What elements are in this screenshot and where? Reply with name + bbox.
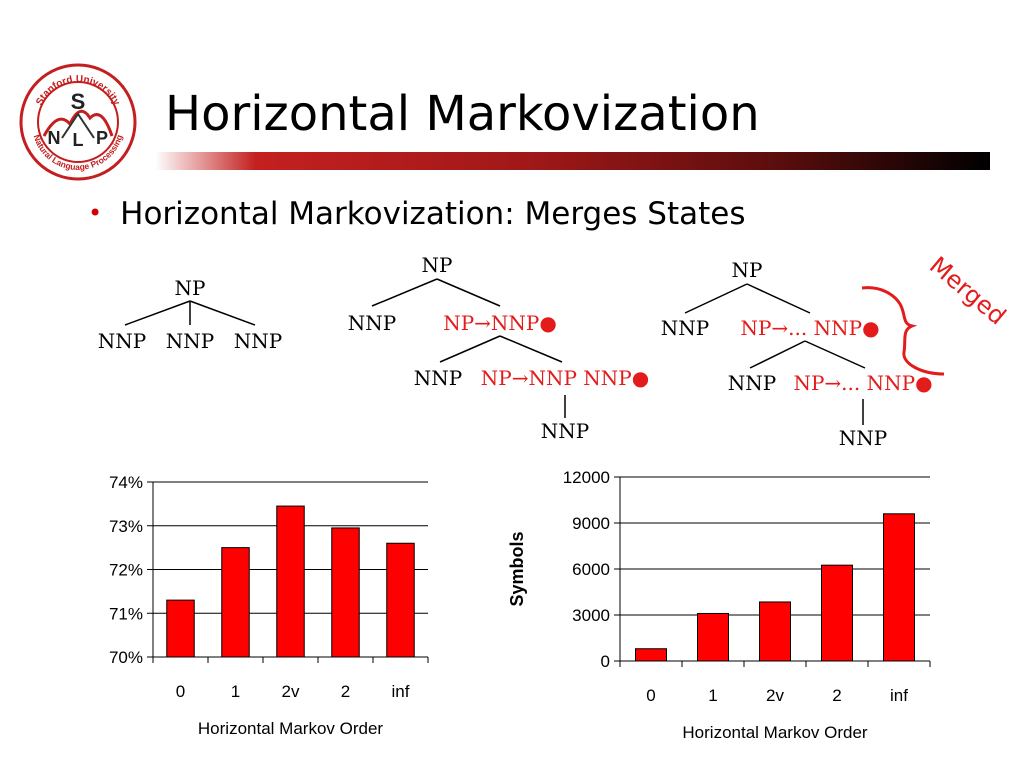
symbols-bar	[635, 648, 667, 662]
bullet-text: Horizontal Markovization: Merges States	[120, 196, 746, 232]
symbols-bar	[697, 612, 729, 662]
symbols-bar	[821, 564, 853, 662]
logo-letter-n: N	[48, 128, 61, 148]
parse-tree-binarized: NP NNP NP→NNP● NNP NP→NNP NNP● NNP	[348, 253, 649, 443]
logo-letter-l: L	[73, 130, 84, 150]
tree3-l2-right: NP→... NNP●	[793, 371, 932, 395]
slide-title: Horizontal Markovization	[165, 86, 760, 142]
tree3-edge-1	[684, 283, 748, 314]
logo-letter-s: S	[71, 89, 86, 114]
tree2-l1-right: NP→NNP●	[443, 311, 557, 335]
logo-inner-ring	[37, 81, 119, 163]
tree3-l2-left: NNP	[728, 371, 776, 395]
merged-annotation: Merged	[861, 251, 1011, 376]
parse-tree-markovized: NP NNP NP→... NNP● NNP NP→... NNP● NNP	[661, 258, 933, 450]
tree3-l1-left: NNP	[661, 316, 709, 340]
tree2-l2-left: NNP	[414, 366, 462, 390]
tree3-edge-3	[749, 340, 806, 369]
tree1-root: NP	[175, 276, 206, 300]
symbols-x-tick-label: 2	[832, 686, 841, 705]
tree3-l3: NNP	[839, 426, 887, 450]
accuracy-bar	[331, 527, 360, 658]
symbols-y-tick-label: 6000	[572, 560, 610, 579]
accuracy-bar	[276, 505, 305, 658]
tree1-child-3: NNP	[234, 329, 282, 353]
tree2-edge-4	[499, 335, 563, 363]
symbols-y-tick-label: 9000	[572, 514, 610, 533]
tree2-l3: NNP	[541, 419, 589, 443]
tree3-edge-4	[804, 340, 866, 369]
symbols-bar-chart: 0 3000 6000 9000 12000 0 1 2v 2 inf Horizontal Mar…	[507, 468, 931, 742]
symbols-x-tick-label: 2v	[766, 686, 784, 705]
accuracy-x-tick-label: 2	[341, 682, 350, 701]
accuracy-y-tick-label: 71%	[109, 604, 143, 623]
accuracy-x-tick-label: inf	[392, 682, 410, 701]
bullet-item: • Horizontal Markovization: Merges States	[88, 196, 745, 232]
tree2-l1-left: NNP	[348, 311, 396, 335]
accuracy-bar	[386, 542, 415, 658]
symbols-y-tick-label: 12000	[563, 468, 610, 487]
symbols-bar	[759, 601, 791, 662]
logo-mountain-icon	[42, 109, 114, 137]
accuracy-x-axis-title: Horizontal Markov Order	[198, 719, 384, 738]
title-underline-bar	[155, 152, 990, 170]
logo-triangle-icon	[61, 112, 95, 139]
accuracy-y-tick-label: 70%	[109, 648, 143, 667]
symbols-x-tick-label: 0	[646, 686, 655, 705]
tree1-child-2: NNP	[166, 329, 214, 353]
merged-label: Merged	[924, 251, 1011, 330]
accuracy-x-tick-label: 0	[176, 682, 185, 701]
parse-tree-flat: NP NNP NNP NNP	[98, 276, 282, 353]
tree1-child-1: NNP	[98, 329, 146, 353]
symbols-x-axis-title: Horizontal Markov Order	[682, 723, 868, 742]
accuracy-y-tick-label: 74%	[109, 473, 143, 492]
tree2-l2-right: NP→NNP NNP●	[481, 366, 649, 390]
tree2-edge-1	[371, 278, 438, 307]
tree3-edge-2	[746, 283, 811, 314]
accuracy-x-tick-label: 1	[231, 682, 240, 701]
tree3-root: NP	[732, 258, 763, 282]
symbols-y-tick-label: 0	[601, 652, 610, 671]
accuracy-bar	[166, 599, 195, 658]
symbols-y-axis-title: Symbols	[507, 531, 527, 606]
tree2-root: NP	[422, 253, 453, 277]
stanford-nlp-logo: Stanford University Natural Language Pro…	[19, 63, 137, 181]
accuracy-x-tick-label: 2v	[282, 682, 300, 701]
accuracy-bar	[221, 547, 250, 658]
accuracy-y-tick-label: 72%	[109, 561, 143, 580]
tree3-l1-right: NP→... NNP●	[740, 316, 879, 340]
tree2-edge-2	[436, 278, 501, 307]
accuracy-y-tick-label: 73%	[109, 517, 143, 536]
tree1-edge-right	[189, 300, 256, 326]
symbols-bar	[883, 513, 915, 662]
logo-letter-p: P	[96, 128, 108, 148]
tree2-edge-3	[439, 335, 501, 363]
symbols-y-tick-label: 3000	[572, 606, 610, 625]
tree1-edge-left	[124, 300, 191, 326]
symbols-x-tick-label: inf	[890, 686, 908, 705]
merged-brace-icon	[861, 286, 945, 376]
symbols-x-tick-label: 1	[708, 686, 717, 705]
accuracy-bar-chart: 70% 71% 72% 73% 74% 0 1 2v 2 inf Horizontal Markov…	[109, 473, 429, 738]
bullet-dot-icon: •	[88, 199, 103, 227]
